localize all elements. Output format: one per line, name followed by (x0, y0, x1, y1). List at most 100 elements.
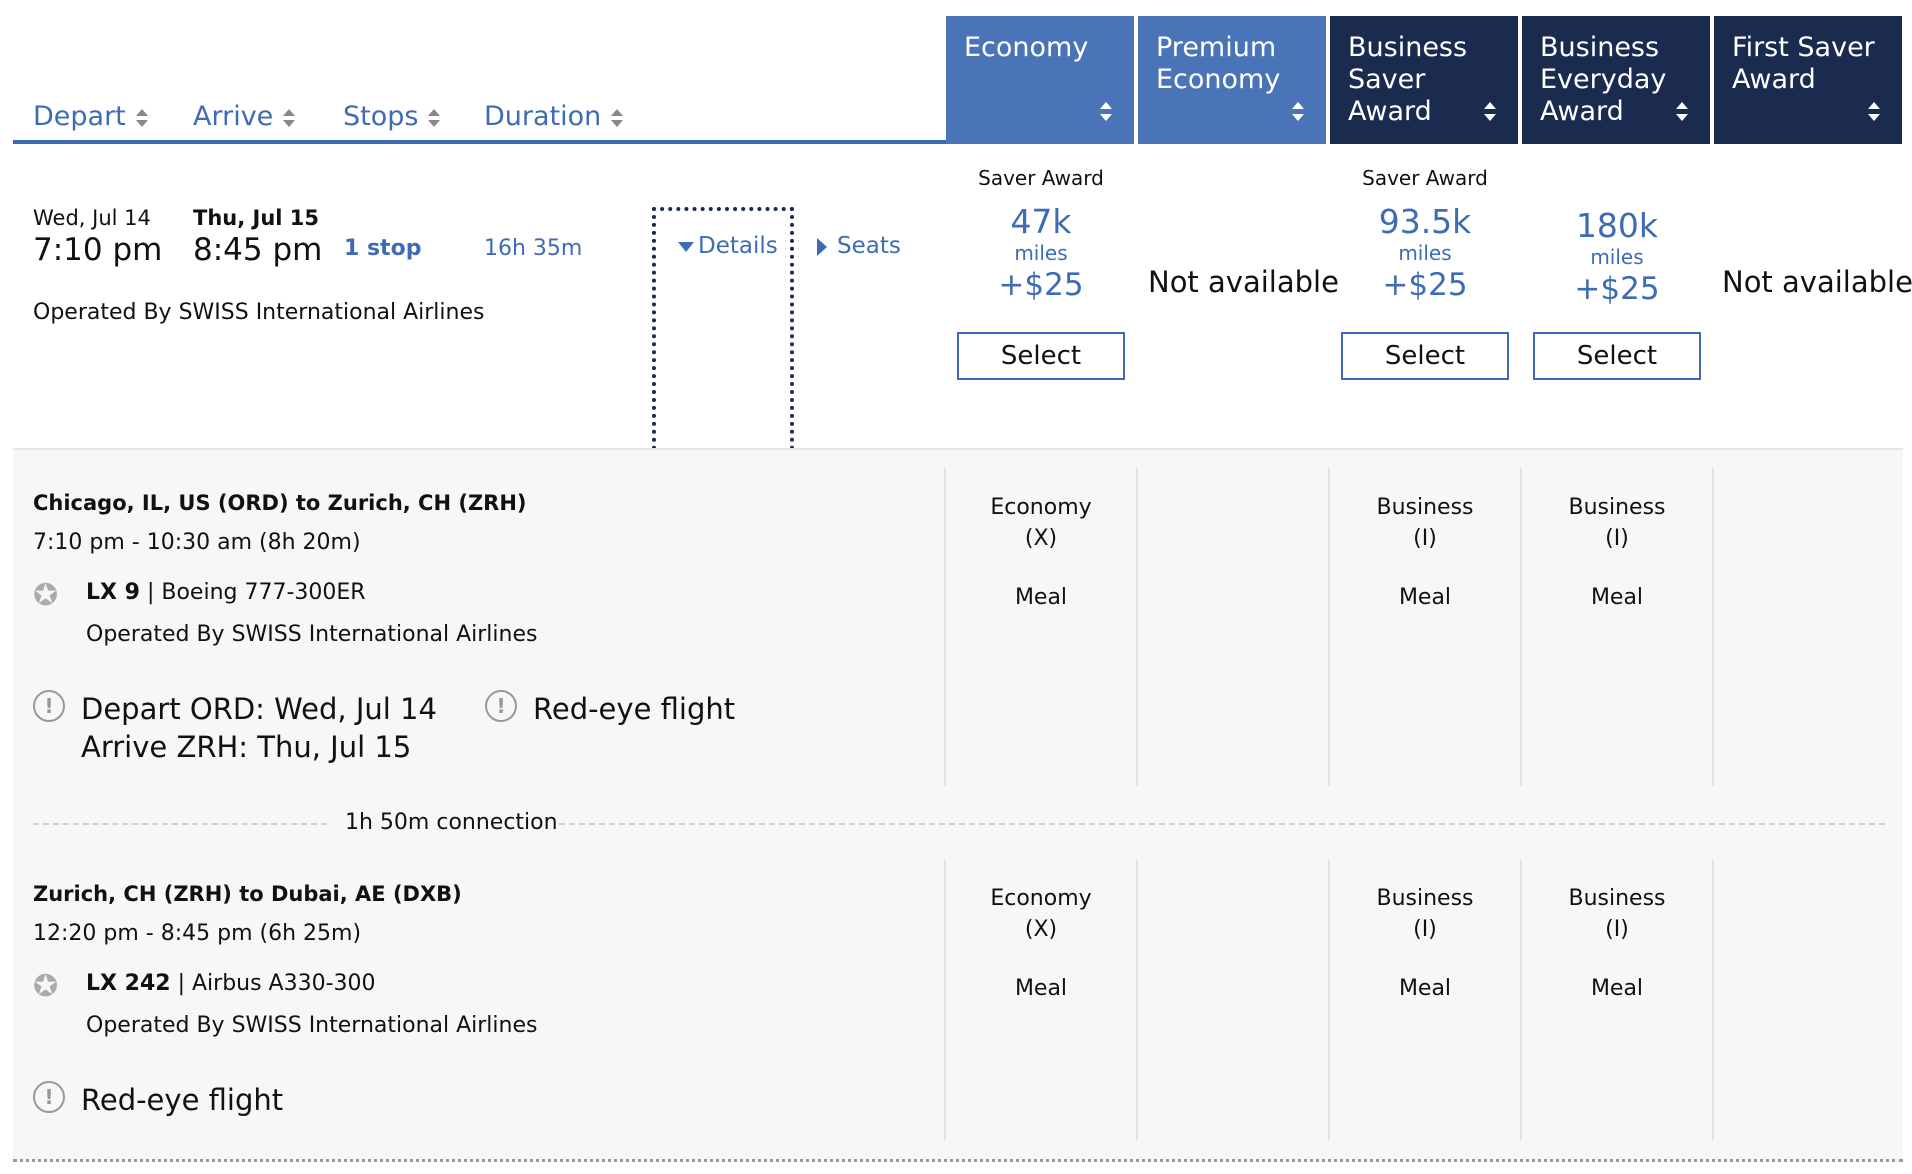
fare-col-label: Economy (1156, 64, 1281, 95)
first-saver-not-available: Not available (1722, 265, 1912, 299)
flight-number: LX 242 (86, 971, 171, 996)
aircraft-type: Boeing 777-300ER (161, 580, 366, 605)
segment-operated-by: Operated By SWISS International Airlines (86, 622, 538, 647)
caret-down-icon (678, 241, 694, 252)
sort-duration-label: Duration (484, 101, 602, 132)
miles-label: miles (1590, 245, 1644, 269)
fare-col-first-saver[interactable]: First Saver Award (1714, 16, 1902, 144)
details-toggle[interactable]: Details (678, 233, 778, 259)
segment-times: 12:20 pm - 8:45 pm (6h 25m) (33, 921, 362, 946)
connection-divider (559, 823, 1885, 825)
fare-col-label: Business (1348, 32, 1468, 63)
stops-link[interactable]: 1 stop (344, 236, 422, 261)
fare-col-business-saver[interactable]: Business Saver Award (1330, 16, 1518, 144)
flight-details-panel (13, 448, 1903, 1162)
cabin-code: (I) (1413, 526, 1437, 551)
segment-route: Chicago, IL, US (ORD) to Zurich, CH (ZRH… (33, 491, 527, 515)
aircraft-type: Airbus A330-300 (191, 971, 376, 996)
cabin-economy: Economy (X) Meal (946, 883, 1136, 1004)
segment-flight: LX 9 | Boeing 777-300ER (86, 580, 366, 605)
depart-time: 7:10 pm (33, 232, 163, 268)
fare-col-premium-economy[interactable]: Premium Economy (1138, 16, 1326, 144)
operated-by: Operated By SWISS International Airlines (33, 300, 485, 325)
exclamation-circle-icon: ! (33, 1081, 65, 1113)
cabin-meal: Meal (1590, 976, 1644, 1001)
fare-col-label: Business (1540, 32, 1660, 63)
sort-stops[interactable]: Stops (343, 101, 441, 132)
notice-depart: Depart ORD: Wed, Jul 14 (81, 692, 437, 726)
header-rule (13, 140, 946, 144)
column-divider (1520, 468, 1522, 786)
fare-col-label: First Saver (1732, 32, 1875, 63)
select-economy-button[interactable]: Select (957, 332, 1125, 380)
sort-depart[interactable]: Depart (33, 101, 148, 132)
sort-arrows-icon (1868, 102, 1880, 124)
arrive-time: 8:45 pm (193, 232, 323, 268)
cabin-meal: Meal (1590, 585, 1644, 610)
sort-arrive[interactable]: Arrive (193, 101, 296, 132)
column-divider (944, 468, 946, 786)
column-divider (1136, 468, 1138, 786)
exclamation-circle-icon: ! (33, 690, 65, 722)
miles-label: miles (1014, 241, 1068, 265)
fare-col-business-everyday[interactable]: Business Everyday Award (1522, 16, 1710, 144)
fare-business-everyday: 180k miles +$25 (1522, 206, 1712, 307)
flight-separator: | (177, 971, 185, 996)
sort-arrows-icon (1484, 102, 1496, 124)
sort-stops-label: Stops (343, 101, 419, 132)
fare-col-label: Everyday (1540, 64, 1667, 95)
seats-toggle[interactable]: Seats (817, 233, 901, 259)
sort-arrows-icon (1292, 102, 1304, 124)
fare-economy: Saver Award 47k miles +$25 (946, 166, 1136, 303)
seats-label: Seats (837, 233, 901, 259)
details-toggle-box (652, 207, 794, 450)
connection-label: 1h 50m connection (345, 810, 558, 835)
exclamation-circle-icon: ! (485, 690, 517, 722)
connection-divider (33, 823, 327, 825)
tax-value: +$25 (1574, 271, 1660, 307)
cabin-business-everyday: Business (I) Meal (1522, 492, 1712, 613)
column-divider (1328, 860, 1330, 1140)
cabin-code: (X) (1024, 917, 1058, 942)
select-business-saver-button[interactable]: Select (1341, 332, 1509, 380)
segment-times: 7:10 pm - 10:30 am (8h 20m) (33, 530, 361, 555)
star-alliance-icon: ✪ (33, 969, 59, 1004)
cabin-name: Business (1376, 495, 1474, 520)
sort-arrive-label: Arrive (193, 101, 274, 132)
segment-operated-by: Operated By SWISS International Airlines (86, 1013, 538, 1038)
caret-right-icon (817, 237, 827, 256)
fare-col-label: Economy (964, 32, 1089, 63)
cabin-meal: Meal (1398, 585, 1452, 610)
star-alliance-icon: ✪ (33, 578, 59, 613)
tax-value: +$25 (1382, 267, 1468, 303)
depart-date: Wed, Jul 14 (33, 206, 151, 230)
miles-label: miles (1398, 241, 1452, 265)
miles-value: 180k (1575, 206, 1659, 245)
redeye-notice: Red-eye flight (81, 1083, 284, 1117)
flight-number: LX 9 (86, 580, 140, 605)
cabin-business-saver: Business (I) Meal (1330, 492, 1520, 613)
fare-col-economy[interactable]: Economy (946, 16, 1134, 144)
details-label: Details (698, 233, 778, 259)
segment-flight: LX 242 | Airbus A330-300 (86, 971, 376, 996)
segment-route: Zurich, CH (ZRH) to Dubai, AE (DXB) (33, 882, 462, 906)
cabin-name: Economy (990, 886, 1092, 911)
column-divider (1712, 860, 1714, 1140)
sort-arrows-icon (428, 108, 441, 128)
cabin-meal: Meal (1014, 585, 1068, 610)
cabin-business-saver: Business (I) Meal (1330, 883, 1520, 1004)
notice-arrive: Arrive ZRH: Thu, Jul 15 (81, 730, 412, 764)
cabin-name: Business (1376, 886, 1474, 911)
redeye-notice: Red-eye flight (533, 692, 736, 726)
cabin-code: (I) (1413, 917, 1437, 942)
cabin-name: Business (1568, 495, 1666, 520)
column-divider (1520, 860, 1522, 1140)
sort-duration[interactable]: Duration (484, 101, 624, 132)
tax-value: +$25 (998, 267, 1084, 303)
arrive-date: Thu, Jul 15 (193, 206, 320, 230)
select-business-everyday-button[interactable]: Select (1533, 332, 1701, 380)
cabin-name: Business (1568, 886, 1666, 911)
date-change-notice: Depart ORD: Wed, Jul 14 Arrive ZRH: Thu,… (81, 690, 437, 766)
cabin-business-everyday: Business (I) Meal (1522, 883, 1712, 1004)
cabin-code: (I) (1605, 917, 1629, 942)
